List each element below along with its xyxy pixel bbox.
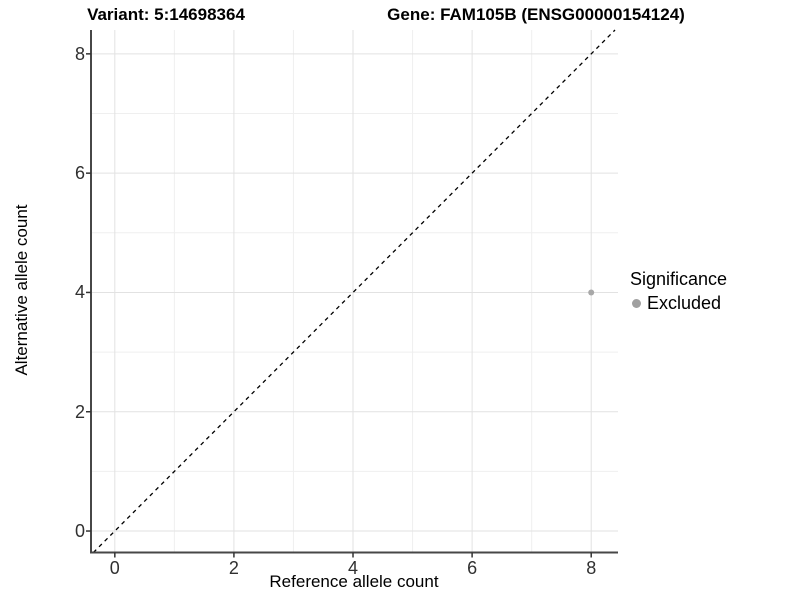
y-tick-label: 2 xyxy=(74,401,85,422)
y-tick-label: 8 xyxy=(74,43,85,64)
x-tick-label: 4 xyxy=(347,557,358,578)
x-tick-label: 8 xyxy=(586,557,597,578)
plot-title-gene: Gene: FAM105B (ENSG00000154124) xyxy=(387,5,685,24)
identity-line xyxy=(92,29,616,553)
excluded-point-swatch-icon xyxy=(632,298,641,308)
data-point xyxy=(588,289,595,296)
x-tick-label: 2 xyxy=(228,557,239,578)
legend-item-excluded: Excluded xyxy=(628,292,727,314)
x-axis-title: Reference allele count xyxy=(269,572,439,591)
x-tick-label: 6 xyxy=(467,557,478,578)
y-tick-label: 0 xyxy=(74,521,85,542)
legend-item-label: Excluded xyxy=(647,293,722,313)
legend-title: Significance xyxy=(630,269,728,289)
x-tick-label: 0 xyxy=(109,557,120,578)
y-tick-label: 6 xyxy=(74,163,85,184)
plot-title-variant: Variant: 5:14698364 xyxy=(87,5,245,24)
y-tick-label: 4 xyxy=(74,282,85,303)
y-axis-title: Alternative allele count xyxy=(12,204,31,376)
legend: Significance Excluded xyxy=(628,268,727,314)
